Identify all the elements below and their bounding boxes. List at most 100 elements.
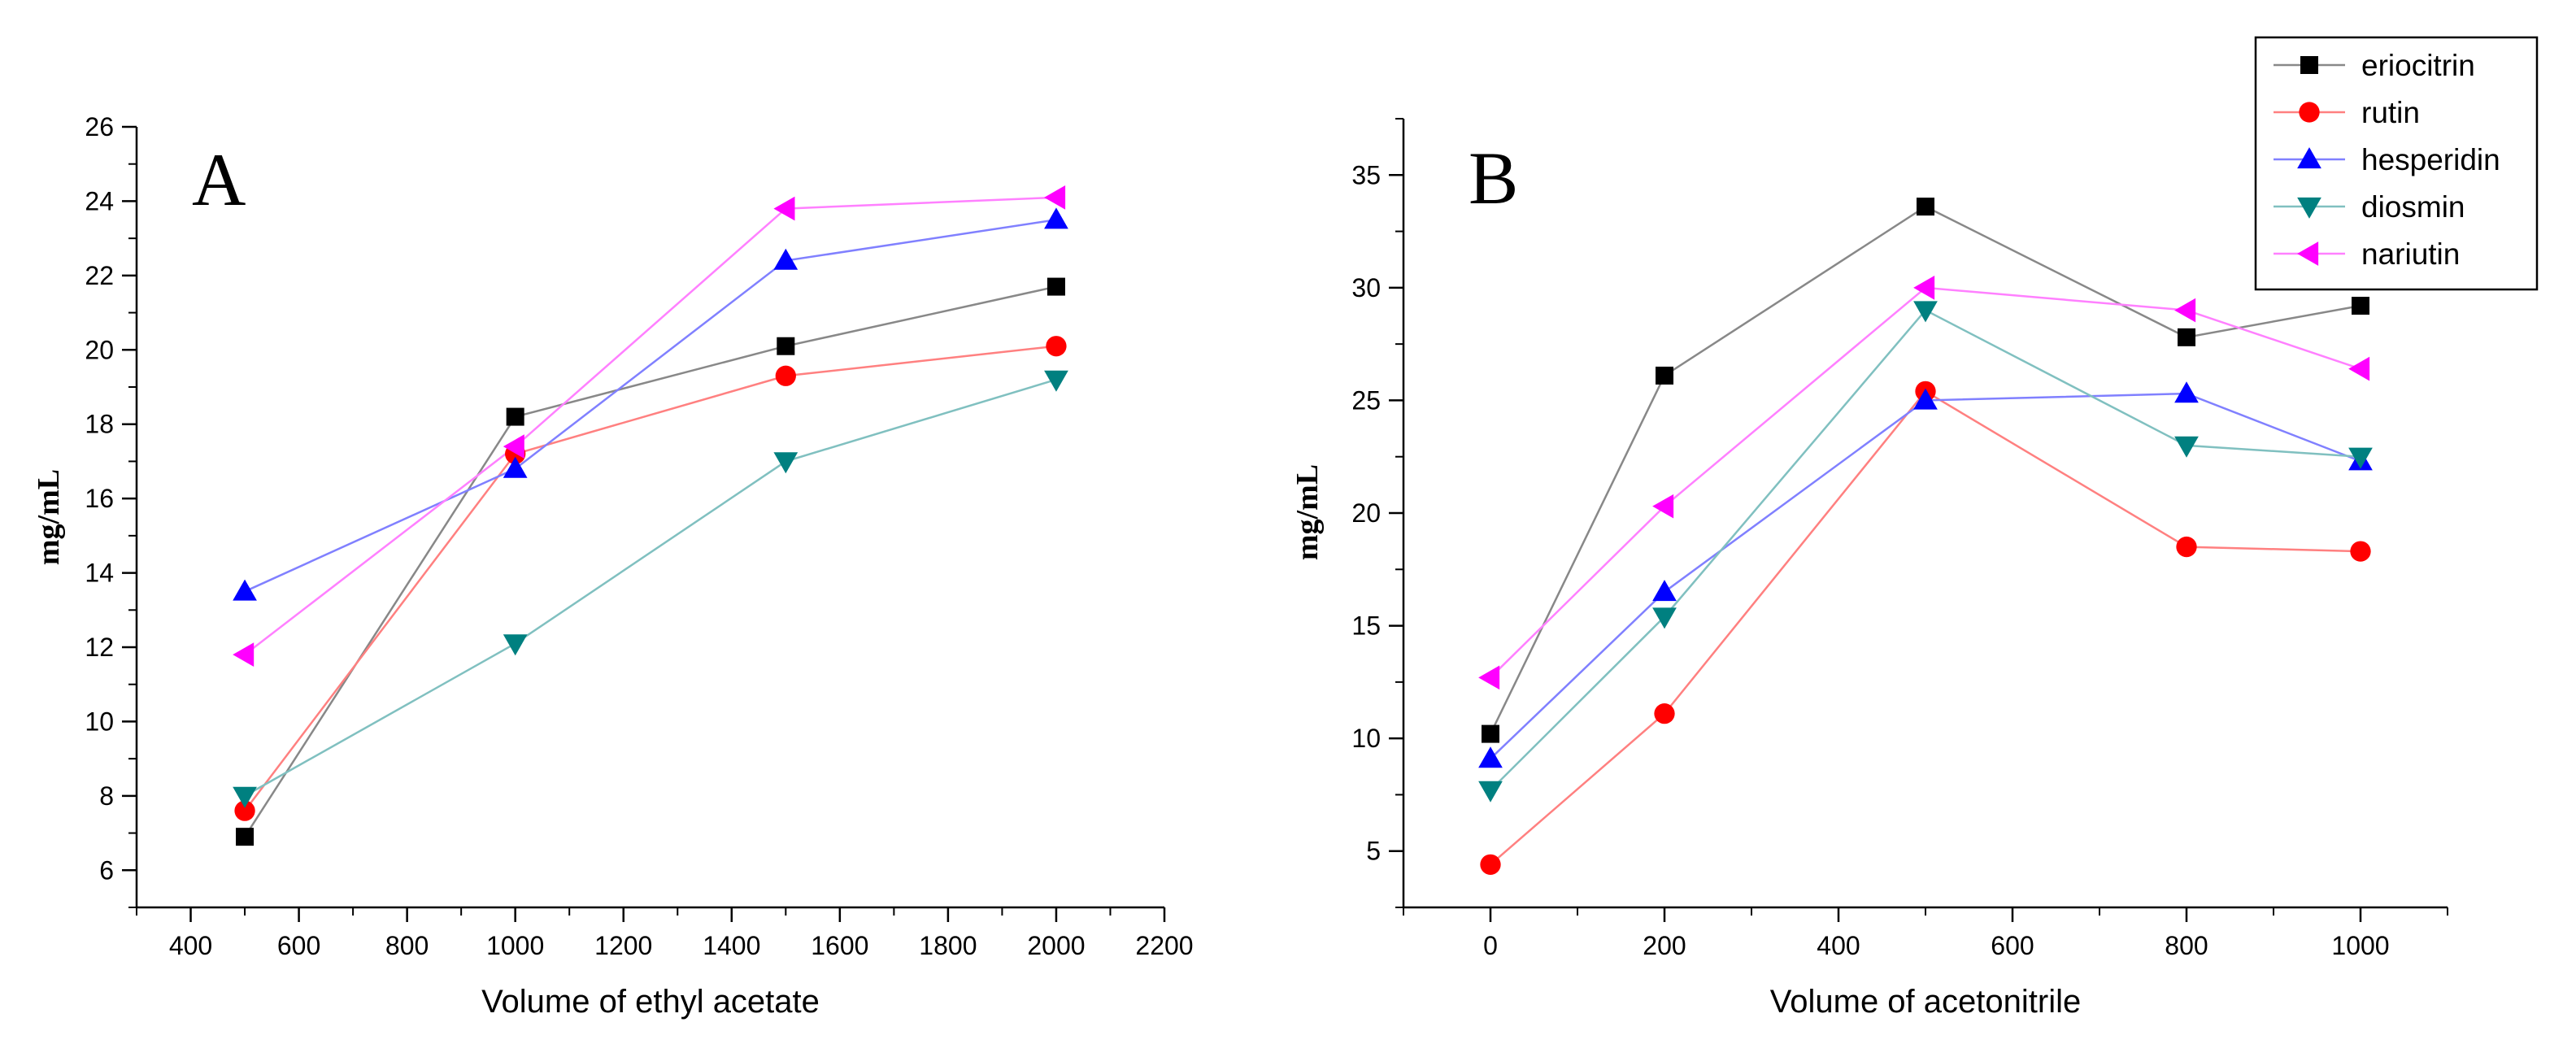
y-tick-label: 25: [1351, 385, 1381, 415]
legend-label-nariutin: nariutin: [2361, 237, 2460, 271]
series-line-hesperidin: [244, 219, 1057, 593]
y-tick-label: 12: [85, 633, 114, 662]
y-axis-title: mg/mL: [32, 469, 66, 565]
legend-label-rutin: rutin: [2361, 96, 2420, 129]
x-tick-label: 200: [1643, 931, 1686, 960]
y-tick-label: 20: [1351, 498, 1381, 528]
series-line-eriocitrin: [244, 285, 1057, 837]
data-point-hesperidin: [773, 248, 798, 270]
data-point-eriocitrin: [1482, 724, 1499, 743]
x-tick-label: 800: [2165, 931, 2208, 960]
legend-marker-rutin: [2299, 102, 2320, 123]
series-line-nariutin: [244, 196, 1056, 656]
y-tick-label: 20: [85, 335, 114, 364]
legend: eriocitrin rutin hesperidin diosmin nariutin: [2254, 36, 2539, 291]
data-point-hesperidin: [233, 579, 257, 601]
data-point-diosmin: [2348, 447, 2373, 469]
data-point-nariutin: [773, 196, 795, 221]
x-tick-label: 400: [169, 931, 212, 960]
y-tick-label: 8: [99, 781, 114, 811]
data-point-diosmin: [2174, 436, 2199, 458]
data-point-hesperidin: [503, 456, 528, 478]
x-axis-title: Volume of acetonitrile: [1770, 984, 2081, 1020]
data-point-rutin: [1046, 336, 1067, 357]
panel-label: A: [192, 138, 246, 221]
series-line-rutin: [1490, 389, 2361, 866]
data-point-diosmin: [1652, 607, 1677, 629]
data-point-hesperidin: [2174, 381, 2199, 403]
data-point-rutin: [1654, 703, 1675, 724]
data-point-hesperidin: [1478, 746, 1503, 768]
legend-label-hesperidin: hesperidin: [2361, 143, 2500, 176]
legend-marker-eriocitrin: [2300, 56, 2318, 74]
y-tick-label: 15: [1351, 611, 1381, 641]
y-tick-label: 24: [85, 186, 114, 215]
y-tick-label: 22: [85, 261, 114, 290]
x-tick-label: 400: [1817, 931, 1860, 960]
data-point-nariutin: [233, 642, 255, 667]
data-point-rutin: [234, 800, 255, 821]
data-point-hesperidin: [1913, 388, 1938, 410]
x-tick-label: 800: [385, 931, 429, 960]
data-point-eriocitrin: [1046, 277, 1065, 296]
legend-marker-nariutin: [2297, 241, 2319, 266]
x-tick-label: 2000: [1027, 931, 1085, 960]
x-axis-title: Volume of ethyl acetate: [481, 984, 820, 1020]
x-tick-label: 0: [1483, 931, 1498, 960]
legend-marker-hesperidin: [2297, 147, 2321, 169]
y-tick-label: 35: [1351, 160, 1381, 189]
data-point-nariutin: [2348, 356, 2370, 381]
data-point-nariutin: [2174, 298, 2196, 323]
data-point-eriocitrin: [1917, 198, 1934, 216]
y-tick-label: 5: [1366, 837, 1381, 866]
x-tick-label: 1600: [811, 931, 868, 960]
y-tick-label: 14: [85, 559, 114, 588]
data-point-nariutin: [1044, 185, 1066, 210]
y-tick-label: 10: [1351, 724, 1381, 753]
y-tick-label: 18: [85, 410, 114, 439]
data-point-eriocitrin: [1656, 366, 1673, 385]
data-point-nariutin: [1913, 276, 1935, 300]
data-point-rutin: [2350, 541, 2371, 562]
y-axis-title: mg/mL: [1290, 464, 1325, 560]
y-tick-label: 10: [85, 707, 114, 736]
legend-label-eriocitrin: eriocitrin: [2361, 49, 2475, 82]
data-point-eriocitrin: [236, 828, 255, 846]
x-tick-label: 2200: [1135, 931, 1193, 960]
data-point-diosmin: [773, 452, 798, 474]
data-point-diosmin: [1913, 301, 1938, 323]
data-point-nariutin: [1652, 494, 1674, 519]
panel-label: B: [1469, 137, 1518, 220]
panel-b: 0 200 400 600 800 1000 5 10 15 20 25 30 35 Volume of …: [1290, 118, 2448, 1020]
data-point-hesperidin: [1652, 580, 1677, 602]
data-point-rutin: [2176, 536, 2197, 558]
data-point-eriocitrin: [777, 337, 795, 355]
series-line-nariutin: [1490, 286, 2361, 679]
legend-marker-diosmin: [2297, 197, 2321, 219]
y-tick-label: 26: [85, 112, 114, 141]
panel-a: 400 600 800 1000 1200 1400 1600 1800 2000 2200 6 8 1…: [32, 112, 1194, 1020]
data-point-eriocitrin: [506, 407, 524, 426]
series-line-diosmin: [244, 378, 1057, 797]
data-point-nariutin: [503, 434, 524, 459]
data-point-rutin: [1480, 854, 1501, 875]
x-tick-label: 1000: [2331, 931, 2389, 960]
data-point-diosmin: [503, 634, 528, 656]
series-line-rutin: [244, 345, 1057, 811]
x-tick-label: 1000: [486, 931, 544, 960]
data-point-diosmin: [1044, 370, 1068, 392]
y-tick-label: 16: [85, 484, 114, 513]
x-tick-label: 1800: [919, 931, 977, 960]
data-point-eriocitrin: [2178, 328, 2195, 346]
data-point-eriocitrin: [2352, 297, 2369, 315]
data-point-hesperidin: [1044, 207, 1068, 229]
data-point-diosmin: [1478, 781, 1503, 803]
x-tick-label: 600: [277, 931, 320, 960]
legend-label-diosmin: diosmin: [2361, 190, 2465, 224]
data-point-nariutin: [1478, 665, 1500, 690]
data-point-diosmin: [233, 786, 257, 808]
y-tick-label: 30: [1351, 273, 1381, 302]
x-tick-label: 1200: [594, 931, 652, 960]
x-tick-label: 600: [1991, 931, 2034, 960]
